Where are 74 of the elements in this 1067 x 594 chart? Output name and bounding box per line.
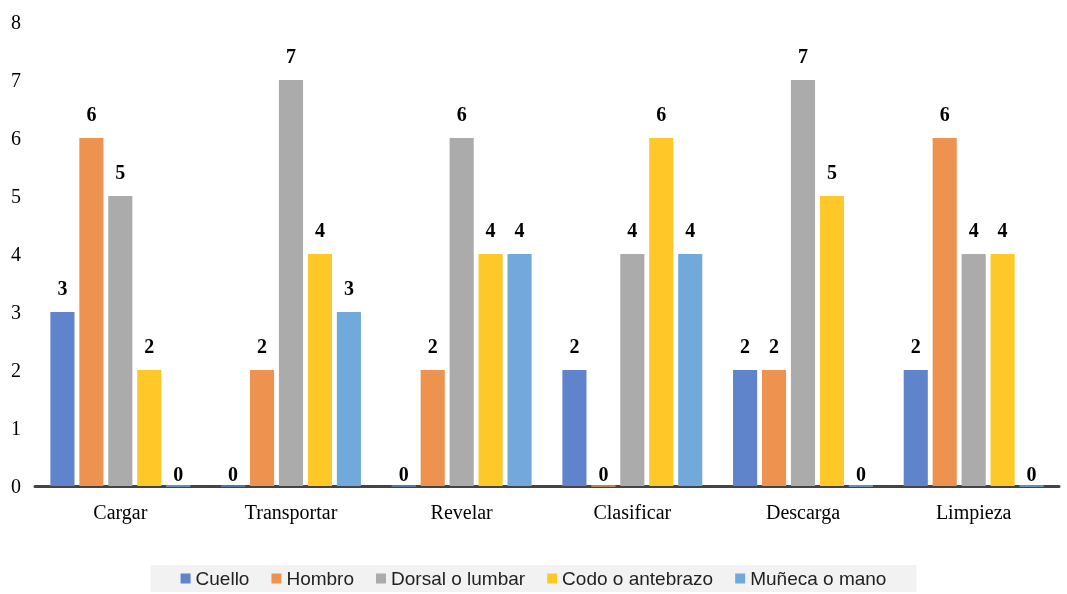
data-label: 4 bbox=[485, 219, 496, 241]
legend-label: Codo o antebrazo bbox=[562, 568, 714, 589]
data-label: 0 bbox=[228, 462, 239, 485]
data-label: 2 bbox=[144, 335, 155, 357]
y-tick-label: 3 bbox=[11, 301, 21, 323]
bar bbox=[507, 254, 532, 486]
data-label: 2 bbox=[740, 335, 751, 357]
bar bbox=[649, 138, 674, 486]
y-tick-label: 2 bbox=[11, 359, 21, 381]
bar bbox=[620, 254, 645, 486]
data-label: 4 bbox=[968, 219, 979, 241]
data-label: 0 bbox=[173, 462, 184, 485]
bar bbox=[819, 196, 845, 486]
bar bbox=[932, 138, 957, 486]
legend-label: Cuello bbox=[195, 568, 250, 589]
bar bbox=[449, 138, 474, 486]
data-label: 2 bbox=[769, 335, 780, 357]
bar bbox=[420, 370, 445, 486]
data-label: 0 bbox=[598, 462, 609, 485]
bar bbox=[249, 370, 275, 486]
x-tick-label: Clasificar bbox=[593, 501, 672, 523]
data-label: 0 bbox=[855, 462, 866, 485]
data-label: 5 bbox=[826, 161, 837, 183]
data-label: 4 bbox=[314, 219, 325, 241]
legend-label: Dorsal o lumbar bbox=[391, 568, 526, 589]
data-label: 2 bbox=[569, 335, 580, 357]
bar bbox=[137, 370, 162, 486]
bar bbox=[79, 138, 104, 486]
bar bbox=[961, 254, 986, 486]
legend-label: Muñeca o mano bbox=[750, 568, 887, 589]
y-tick-label: 5 bbox=[11, 185, 21, 207]
y-tick-label: 4 bbox=[11, 243, 21, 265]
data-label: 3 bbox=[57, 277, 68, 299]
data-label: 2 bbox=[427, 335, 438, 357]
bar bbox=[903, 370, 928, 486]
data-label: 6 bbox=[456, 103, 467, 125]
data-label: 5 bbox=[115, 161, 126, 183]
y-tick-label: 1 bbox=[11, 417, 21, 439]
data-label: 0 bbox=[1026, 462, 1037, 485]
bar bbox=[336, 312, 361, 486]
bar bbox=[562, 370, 587, 486]
data-label: 4 bbox=[514, 219, 525, 241]
data-label: 3 bbox=[343, 277, 354, 299]
y-tick-label: 0 bbox=[11, 475, 21, 497]
data-label: 6 bbox=[86, 103, 97, 125]
data-label: 7 bbox=[286, 45, 296, 67]
bar bbox=[790, 80, 816, 486]
y-tick-label: 8 bbox=[11, 11, 21, 33]
x-tick-label: Descarga bbox=[765, 501, 841, 524]
legend-label: Hombro bbox=[286, 568, 355, 589]
y-tick-label: 7 bbox=[11, 69, 21, 91]
bar bbox=[478, 254, 503, 486]
data-label: 4 bbox=[627, 219, 638, 241]
x-tick-label: Cargar bbox=[93, 501, 148, 524]
bar bbox=[108, 196, 133, 486]
data-label: 6 bbox=[939, 103, 950, 125]
bar bbox=[307, 254, 333, 486]
data-label: 0 bbox=[398, 462, 409, 485]
x-tick-label: Limpieza bbox=[935, 501, 1012, 524]
data-label: 2 bbox=[257, 335, 268, 357]
bar bbox=[990, 254, 1015, 486]
bar bbox=[50, 312, 75, 486]
data-label: 4 bbox=[997, 219, 1008, 241]
bar bbox=[278, 80, 304, 486]
x-tick-label: Transportar bbox=[244, 501, 338, 524]
data-label: 7 bbox=[798, 45, 808, 67]
bar bbox=[761, 370, 787, 486]
data-label: 2 bbox=[910, 335, 921, 357]
bar bbox=[733, 370, 758, 486]
bar bbox=[678, 254, 703, 486]
y-tick-label: 6 bbox=[11, 127, 21, 149]
data-label: 6 bbox=[656, 103, 667, 125]
x-tick-label: Revelar bbox=[430, 501, 494, 523]
data-label: 4 bbox=[685, 219, 696, 241]
